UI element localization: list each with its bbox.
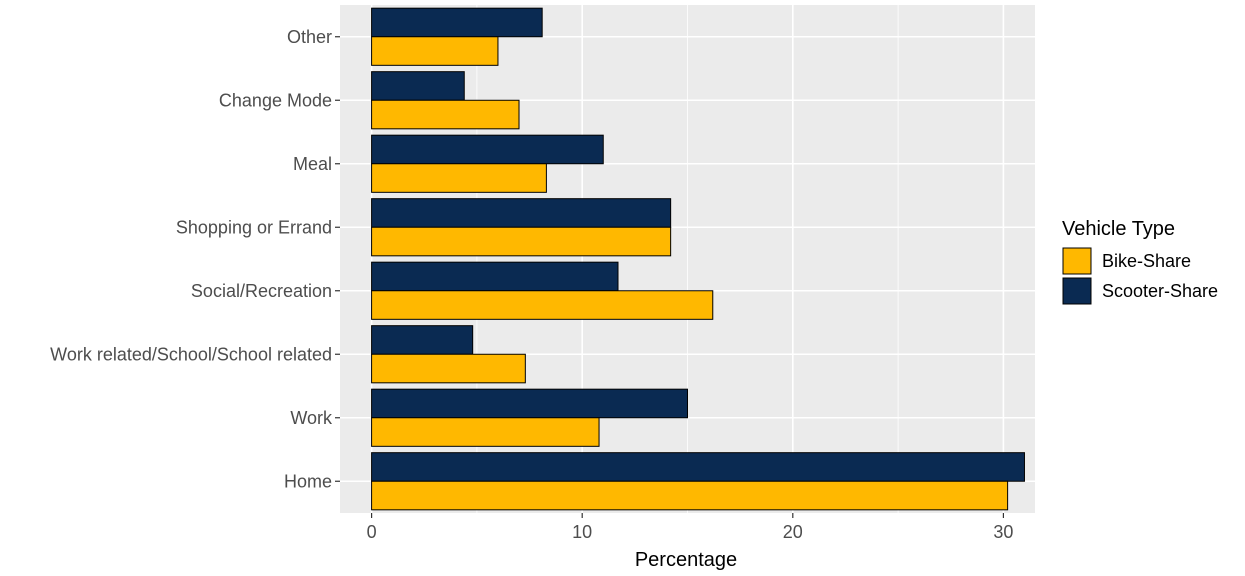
bar-bike-share [371, 36, 499, 66]
bar-bike-share [371, 226, 672, 257]
legend-swatch [1062, 277, 1092, 305]
bar-scooter-share [371, 325, 474, 355]
y-tick-label: Work [290, 408, 333, 428]
legend-title: Vehicle Type [1062, 218, 1175, 240]
bar-bike-share [371, 163, 547, 193]
bar-scooter-share [371, 198, 672, 228]
bar-bike-share [371, 99, 520, 130]
bar-bike-share [371, 353, 526, 384]
x-tick-label: 30 [993, 522, 1013, 542]
bar-bike-share [371, 290, 714, 320]
bar-scooter-share [371, 452, 1025, 482]
bar-scooter-share [371, 71, 465, 101]
bar-bike-share [371, 417, 600, 447]
x-axis-title: Percentage [635, 549, 737, 571]
legend-items: Bike-Share Scooter-Share [1062, 247, 1218, 305]
x-tick-label: 20 [783, 522, 803, 542]
legend: Vehicle Type Bike-Share Scooter-Share [1062, 218, 1218, 305]
x-tick-label: 0 [367, 522, 377, 542]
x-tick-label: 10 [572, 522, 592, 542]
legend-swatch [1062, 247, 1092, 275]
bar-scooter-share [371, 261, 619, 292]
y-tick-label: Change Mode [219, 90, 332, 110]
bar-scooter-share [371, 388, 688, 419]
legend-label: Scooter-Share [1102, 281, 1218, 301]
y-tick-label: Home [284, 471, 332, 491]
y-axis: Other Change Mode Meal Shopping or Errand So… [50, 27, 340, 491]
y-tick-label: Other [287, 27, 332, 47]
bar-scooter-share [371, 7, 543, 38]
y-tick-label: Work related/School/School related [50, 344, 332, 364]
y-tick-label: Social/Recreation [191, 281, 332, 301]
bars [371, 7, 1025, 511]
x-axis: 0 10 20 30 [367, 513, 1013, 542]
y-tick-label: Meal [293, 154, 332, 174]
y-tick-label: Shopping or Errand [176, 217, 332, 237]
legend-label: Bike-Share [1102, 251, 1191, 271]
bar-scooter-share [371, 134, 604, 165]
bar-bike-share [371, 480, 1009, 511]
